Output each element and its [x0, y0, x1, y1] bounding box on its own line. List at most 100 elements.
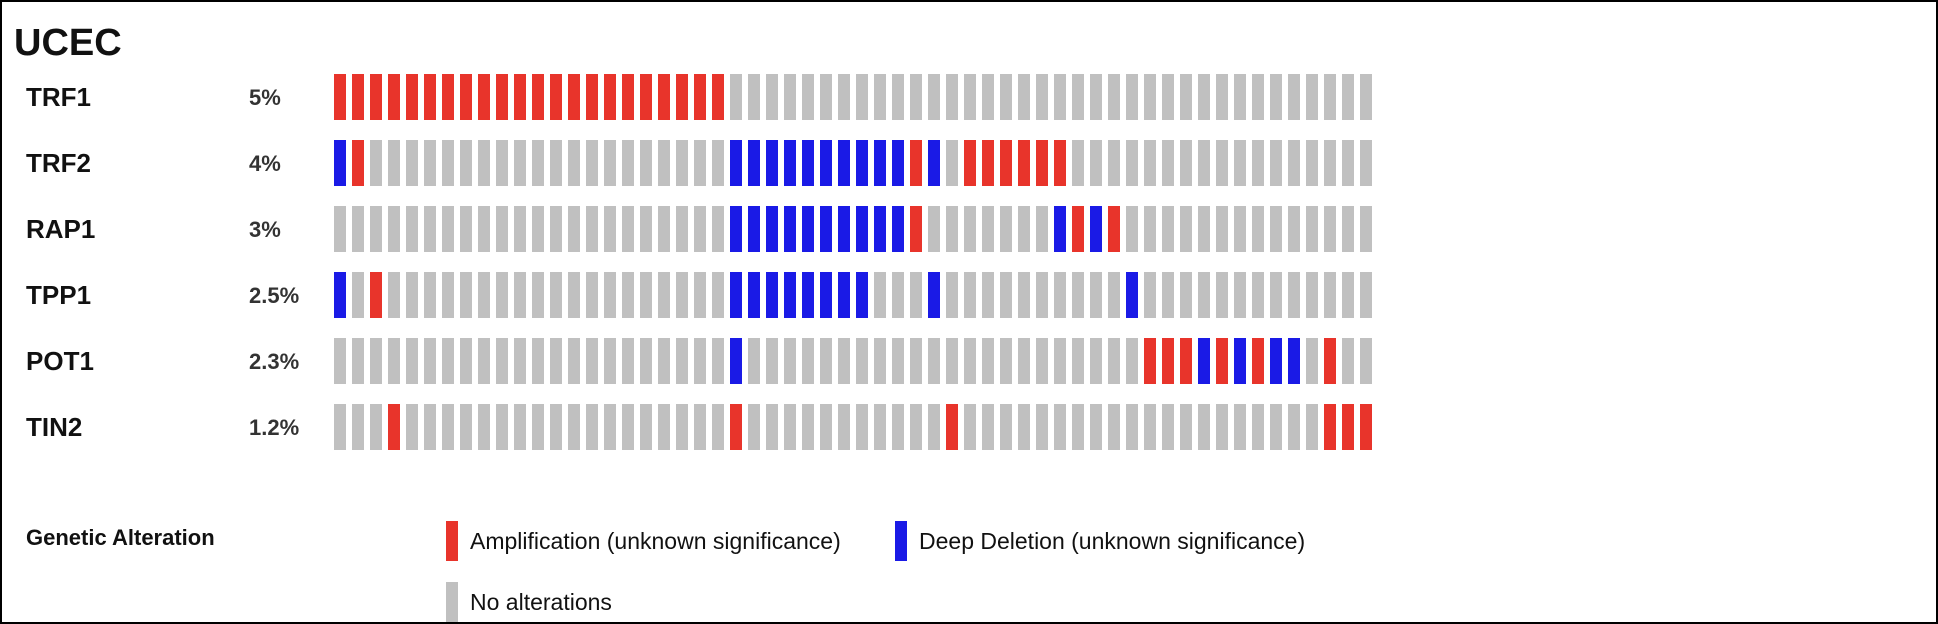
- sample-cell-no-alteration: [838, 404, 850, 450]
- sample-cell-amplification: [694, 74, 706, 120]
- sample-cell-no-alteration: [568, 404, 580, 450]
- sample-cell-no-alteration: [820, 404, 832, 450]
- sample-cell-no-alteration: [982, 338, 994, 384]
- sample-cell-no-alteration: [550, 272, 562, 318]
- sample-cell-no-alteration: [388, 272, 400, 318]
- sample-cell-no-alteration: [874, 74, 886, 120]
- sample-cell-amplification: [352, 74, 364, 120]
- sample-cell-deep-deletion: [892, 140, 904, 186]
- sample-cell-no-alteration: [424, 272, 436, 318]
- sample-cell-no-alteration: [568, 206, 580, 252]
- sample-cell-no-alteration: [1000, 74, 1012, 120]
- sample-cell-no-alteration: [370, 206, 382, 252]
- sample-cell-no-alteration: [604, 140, 616, 186]
- sample-cell-no-alteration: [892, 338, 904, 384]
- sample-cell-no-alteration: [586, 140, 598, 186]
- sample-cell-no-alteration: [1324, 272, 1336, 318]
- sample-cell-no-alteration: [1090, 272, 1102, 318]
- sample-cell-no-alteration: [1270, 404, 1282, 450]
- sample-cell-deep-deletion: [334, 140, 346, 186]
- sample-cell-deep-deletion: [928, 140, 940, 186]
- sample-cell-no-alteration: [982, 206, 994, 252]
- sample-cell-amplification: [550, 74, 562, 120]
- sample-cell-no-alteration: [748, 74, 760, 120]
- sample-cell-no-alteration: [406, 404, 418, 450]
- sample-cell-no-alteration: [964, 272, 976, 318]
- sample-cell-no-alteration: [838, 338, 850, 384]
- sample-cell-no-alteration: [892, 272, 904, 318]
- sample-cell-no-alteration: [1216, 140, 1228, 186]
- sample-cell-no-alteration: [1036, 206, 1048, 252]
- sample-cell-no-alteration: [982, 404, 994, 450]
- sample-cell-amplification: [568, 74, 580, 120]
- sample-cell-no-alteration: [748, 338, 760, 384]
- sample-cell-no-alteration: [478, 206, 490, 252]
- sample-cell-no-alteration: [406, 272, 418, 318]
- sample-cell-no-alteration: [1288, 140, 1300, 186]
- sample-cell-deep-deletion: [802, 140, 814, 186]
- sample-cell-no-alteration: [928, 338, 940, 384]
- sample-cell-no-alteration: [1144, 140, 1156, 186]
- sample-cell-no-alteration: [1198, 404, 1210, 450]
- sample-cell-no-alteration: [1270, 272, 1282, 318]
- sample-cell-no-alteration: [478, 272, 490, 318]
- sample-cell-deep-deletion: [874, 206, 886, 252]
- sample-cell-amplification: [514, 74, 526, 120]
- gene-label: TIN2: [26, 412, 82, 442]
- sample-cell-no-alteration: [568, 338, 580, 384]
- sample-cell-amplification: [1144, 338, 1156, 384]
- sample-cell-no-alteration: [1090, 74, 1102, 120]
- sample-cell-deep-deletion: [838, 140, 850, 186]
- sample-cell-no-alteration: [1072, 140, 1084, 186]
- sample-cell-no-alteration: [1306, 272, 1318, 318]
- sample-cell-no-alteration: [1090, 338, 1102, 384]
- sample-cell-no-alteration: [568, 272, 580, 318]
- sample-cell-no-alteration: [676, 404, 688, 450]
- sample-cell-amplification: [1216, 338, 1228, 384]
- sample-cell-amplification: [388, 74, 400, 120]
- sample-cell-deep-deletion: [748, 272, 760, 318]
- sample-cell-no-alteration: [1342, 272, 1354, 318]
- sample-cell-no-alteration: [856, 404, 868, 450]
- sample-cell-no-alteration: [676, 140, 688, 186]
- sample-cell-no-alteration: [1198, 74, 1210, 120]
- sample-cell-deep-deletion: [766, 206, 778, 252]
- sample-cell-amplification: [946, 404, 958, 450]
- sample-cell-no-alteration: [604, 206, 616, 252]
- sample-cell-no-alteration: [496, 206, 508, 252]
- sample-cell-no-alteration: [892, 404, 904, 450]
- sample-cell-no-alteration: [874, 404, 886, 450]
- sample-cell-amplification: [1036, 140, 1048, 186]
- sample-cell-no-alteration: [712, 338, 724, 384]
- sample-cell-no-alteration: [424, 338, 436, 384]
- sample-cell-deep-deletion: [856, 140, 868, 186]
- sample-cell-no-alteration: [586, 206, 598, 252]
- sample-cell-no-alteration: [1054, 338, 1066, 384]
- sample-cell-no-alteration: [586, 404, 598, 450]
- sample-cell-no-alteration: [982, 74, 994, 120]
- sample-cell-no-alteration: [1126, 338, 1138, 384]
- sample-cell-no-alteration: [910, 74, 922, 120]
- legend-label-deep-deletion: Deep Deletion (unknown significance): [919, 527, 1306, 554]
- sample-cell-no-alteration: [1018, 404, 1030, 450]
- sample-cell-no-alteration: [640, 206, 652, 252]
- sample-cell-no-alteration: [802, 404, 814, 450]
- alteration-percentage: 2.5%: [249, 283, 299, 308]
- sample-cell-no-alteration: [838, 74, 850, 120]
- sample-cell-no-alteration: [442, 404, 454, 450]
- sample-cell-no-alteration: [784, 338, 796, 384]
- sample-cell-no-alteration: [1360, 206, 1372, 252]
- sample-cell-no-alteration: [1144, 272, 1156, 318]
- sample-cell-amplification: [910, 140, 922, 186]
- sample-cell-no-alteration: [370, 404, 382, 450]
- sample-cell-no-alteration: [532, 140, 544, 186]
- sample-cell-no-alteration: [658, 206, 670, 252]
- sample-cell-no-alteration: [1054, 74, 1066, 120]
- sample-cell-no-alteration: [1126, 404, 1138, 450]
- alteration-percentage: 4%: [249, 151, 281, 176]
- sample-cell-amplification: [1360, 404, 1372, 450]
- sample-cell-no-alteration: [550, 140, 562, 186]
- sample-cell-no-alteration: [460, 272, 472, 318]
- sample-cell-no-alteration: [1252, 206, 1264, 252]
